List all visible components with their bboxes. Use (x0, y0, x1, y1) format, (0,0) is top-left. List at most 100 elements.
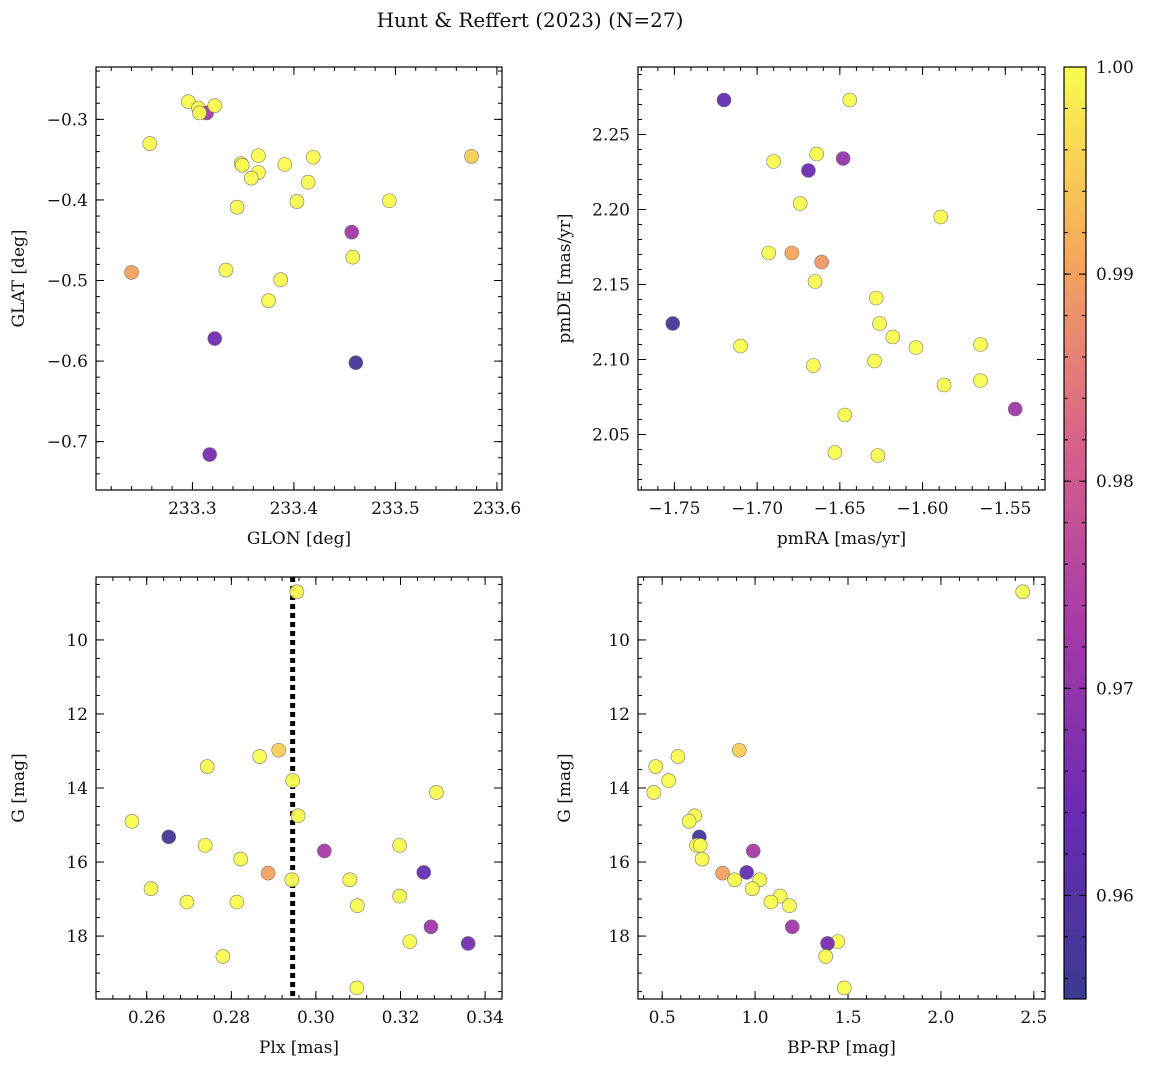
y-tick-label: −0.4 (47, 191, 88, 211)
scatter-point (809, 146, 824, 162)
x-tick-label: 0.5 (649, 1008, 676, 1028)
scatter-point (229, 894, 245, 910)
scatter-point (739, 865, 755, 880)
scatter-point (207, 331, 223, 346)
scatter-point (143, 881, 159, 896)
scatter-points (665, 92, 1023, 463)
scatter-point (289, 584, 305, 600)
y-axis-label: GLAT [deg] (9, 229, 29, 327)
scatter-point (199, 759, 215, 774)
colorbar-tick-label: 0.97 (1096, 679, 1134, 699)
scatter-point (814, 254, 829, 270)
x-axis-label: Plx [mas] (259, 1038, 339, 1058)
scatter-point (670, 749, 686, 764)
scatter-point (289, 194, 305, 209)
panel-4: 0.5 1.0 1.5 2.0 2.5 10 12 14 16 18 BP-RP [mag] G [m… (555, 576, 1047, 1058)
minor-ticks (96, 67, 502, 491)
scatter-point (1015, 584, 1030, 600)
scatter-point (218, 262, 234, 278)
scatter-point (694, 851, 710, 867)
scatter-point (761, 245, 777, 261)
scatter-point (782, 898, 797, 914)
scatter-points (124, 584, 476, 996)
x-axis-label: GLON [deg] (247, 529, 351, 549)
scatter-points (646, 584, 1030, 996)
scatter-point (416, 865, 432, 880)
scatter-point (885, 329, 901, 345)
x-tick-label: 1.5 (834, 1008, 861, 1028)
minor-ticks (638, 67, 1045, 490)
y-tick-label: 16 (608, 853, 630, 873)
scatter-point (763, 894, 779, 910)
x-tick-label: 0.32 (382, 1008, 420, 1028)
y-tick-label: −0.6 (47, 352, 88, 372)
scatter-point (423, 919, 439, 935)
colorbar-tick-label: 0.99 (1096, 265, 1134, 285)
scatter-point (745, 843, 761, 859)
scatter-point (285, 773, 300, 788)
axes-frame (637, 576, 1046, 1000)
axes-frame (637, 66, 1046, 491)
scatter-point (260, 865, 276, 881)
x-tick-label: 1.0 (742, 1008, 769, 1028)
x-tick-label: 0.34 (466, 1008, 504, 1028)
scatter-point (692, 838, 708, 853)
scatter-point (317, 843, 332, 859)
scatter-point (715, 865, 730, 881)
scatter-point (681, 814, 697, 829)
scatter-point (207, 98, 223, 113)
y-axis-label: G [mag] (555, 753, 575, 822)
scatter-point (243, 170, 259, 186)
scatter-point (429, 785, 444, 800)
scatter-point (349, 980, 365, 996)
scatter-point (142, 136, 158, 151)
scatter-point (161, 829, 177, 845)
scatter-point (124, 814, 140, 829)
y-tick-label: 14 (66, 779, 88, 799)
scatter-point (305, 149, 321, 165)
y-axis-label: pmDE [mas/yr] (555, 213, 575, 343)
scatter-point (252, 749, 267, 764)
scatter-point (648, 759, 663, 774)
x-tick-label: 0.26 (128, 1008, 166, 1028)
axes-frame (95, 576, 503, 1000)
scatter-point (801, 163, 816, 178)
scatter-point (784, 919, 800, 935)
scatter-point (818, 949, 834, 964)
scatter-point (124, 265, 139, 280)
scatter-point (807, 274, 823, 289)
x-tick-label: 233.3 (168, 499, 217, 519)
y-axis-label: G [mag] (9, 753, 29, 822)
x-axis-label: pmRA [mas/yr] (777, 529, 906, 549)
scatter-point (731, 742, 747, 758)
scatter-point (179, 894, 195, 910)
y-tick-label: 2.10 (592, 351, 630, 371)
x-tick-label: 0.30 (297, 1008, 335, 1028)
scatter-point (348, 355, 364, 370)
scatter-point (727, 872, 742, 888)
scatter-point (460, 936, 476, 951)
scatter-point (665, 316, 681, 331)
scatter-point (215, 949, 231, 964)
figure-title: Hunt & Reffert (2023) (N=27) (377, 8, 684, 32)
x-tick-label: 233.4 (270, 499, 319, 519)
scatter-point (1007, 401, 1023, 417)
scatter-point (842, 92, 858, 108)
panels: 233.3 233.4 233.5 233.6 −0.3 −0.4 −0.5 −0.6 −0.7… (9, 66, 1047, 1058)
x-tick-label: −1.70 (731, 499, 783, 519)
scatter-point (284, 872, 300, 888)
colorbar-frame (1063, 66, 1087, 1000)
scatter-point (820, 936, 835, 951)
y-tick-label: 12 (66, 705, 88, 725)
x-tick-label: −1.60 (897, 499, 949, 519)
colorbar-tick-label: 0.98 (1096, 472, 1134, 492)
axes-frame (95, 66, 503, 491)
y-tick-label: −0.7 (47, 433, 88, 453)
scatter-point (345, 249, 361, 265)
scatter-point (744, 881, 760, 896)
scatter-point (251, 148, 266, 163)
y-tick-label: 16 (66, 853, 88, 873)
scatter-point (290, 808, 306, 824)
x-tick-label: −1.65 (814, 499, 866, 519)
